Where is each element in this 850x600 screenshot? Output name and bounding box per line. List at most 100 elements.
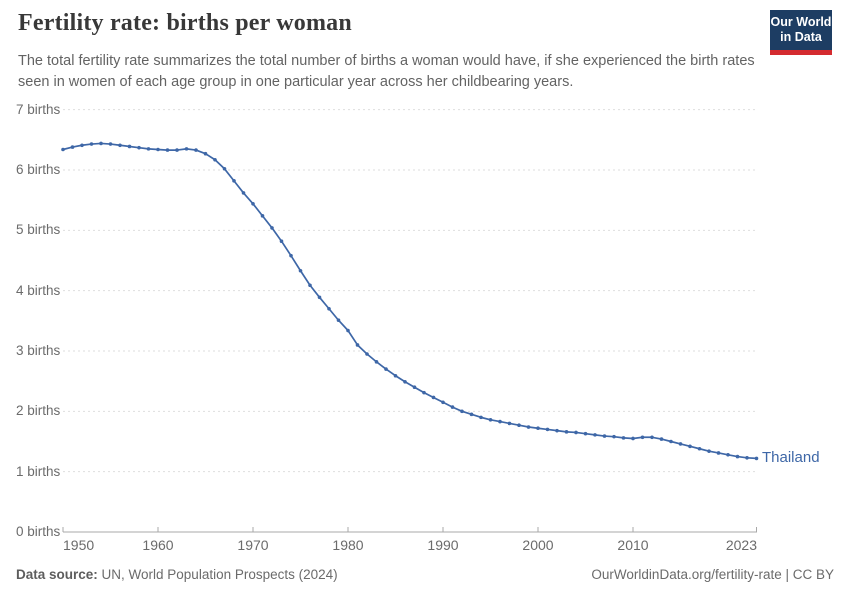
data-point[interactable]	[346, 328, 350, 333]
data-point[interactable]	[697, 446, 702, 451]
data-point[interactable]	[403, 379, 407, 384]
x-axis-label: 1990	[427, 537, 459, 553]
data-point[interactable]	[602, 434, 607, 438]
data-point[interactable]	[156, 147, 160, 152]
data-point[interactable]	[146, 147, 151, 151]
data-point[interactable]	[80, 143, 84, 148]
data-point[interactable]	[593, 433, 597, 437]
x-axis-label: 1970	[237, 537, 269, 553]
x-axis-label: 2023	[725, 537, 757, 553]
y-axis-label: 0 births	[16, 524, 61, 539]
data-point[interactable]	[526, 425, 531, 429]
y-axis-label: 4 births	[16, 282, 61, 298]
data-point[interactable]	[631, 436, 635, 441]
owid-logo-line2: in Data	[780, 30, 822, 44]
data-point[interactable]	[517, 423, 521, 428]
data-point[interactable]	[308, 283, 312, 288]
data-point[interactable]	[260, 214, 265, 218]
data-point[interactable]	[317, 295, 322, 300]
data-point[interactable]	[659, 437, 664, 441]
owid-logo[interactable]: Our World in Data	[770, 10, 832, 55]
data-point[interactable]	[137, 145, 141, 150]
data-point[interactable]	[498, 419, 502, 424]
data-point[interactable]	[507, 421, 512, 426]
data-source-text: UN, World Population Prospects (2024)	[97, 567, 338, 582]
data-point[interactable]	[669, 439, 673, 444]
data-point[interactable]	[431, 395, 436, 400]
data-point[interactable]	[574, 430, 578, 435]
attribution-link[interactable]: OurWorldinData.org/fertility-rate | CC B…	[591, 567, 834, 582]
data-point[interactable]	[726, 452, 730, 457]
data-point[interactable]	[336, 318, 341, 323]
data-point[interactable]	[118, 143, 122, 148]
series-end-label: Thailand	[762, 449, 820, 467]
data-point[interactable]	[735, 454, 740, 459]
chart-subtitle: The total fertility rate summarizes the …	[18, 53, 755, 90]
data-point[interactable]	[564, 430, 569, 434]
data-point[interactable]	[70, 145, 75, 149]
data-point[interactable]	[89, 142, 94, 146]
data-point[interactable]	[688, 444, 692, 449]
data-point[interactable]	[612, 434, 616, 439]
data-point[interactable]	[678, 442, 683, 446]
data-point[interactable]	[127, 144, 132, 149]
data-point[interactable]	[469, 412, 474, 417]
x-axis-label: 2000	[522, 537, 554, 553]
data-source-label: Data source:	[16, 567, 98, 582]
page-title: Fertility rate: births per woman	[18, 10, 352, 36]
data-point[interactable]	[545, 427, 550, 432]
data-point[interactable]	[716, 451, 721, 455]
x-axis-label: 1960	[142, 537, 174, 553]
data-point[interactable]	[621, 436, 626, 440]
data-point[interactable]	[536, 426, 540, 431]
data-source-note: Data source: UN, World Population Prospe…	[16, 567, 338, 582]
data-point[interactable]	[640, 435, 645, 440]
data-point[interactable]	[583, 431, 588, 436]
data-point[interactable]	[279, 239, 284, 243]
data-point[interactable]	[412, 385, 417, 390]
data-point[interactable]	[384, 367, 388, 371]
y-axis-label: 2 births	[16, 403, 61, 419]
data-point[interactable]	[175, 148, 179, 152]
data-point[interactable]	[108, 142, 113, 146]
data-point[interactable]	[165, 148, 170, 152]
data-point[interactable]	[479, 415, 483, 420]
data-point[interactable]	[203, 151, 208, 156]
data-point[interactable]	[555, 428, 559, 433]
data-point[interactable]	[355, 343, 360, 347]
data-point[interactable]	[270, 226, 274, 230]
data-point[interactable]	[251, 201, 255, 206]
data-point[interactable]	[441, 400, 445, 405]
data-point[interactable]	[194, 148, 198, 152]
data-point[interactable]	[650, 435, 654, 440]
data-point[interactable]	[241, 191, 246, 195]
data-point[interactable]	[745, 455, 749, 460]
y-axis-label: 6 births	[16, 162, 61, 177]
data-point[interactable]	[707, 449, 711, 453]
chart-footer: Data source: UN, World Population Prospe…	[16, 567, 834, 582]
data-point[interactable]	[327, 306, 331, 311]
data-point[interactable]	[488, 417, 493, 422]
x-axis-label: 2010	[617, 537, 649, 553]
data-point[interactable]	[289, 253, 293, 258]
y-axis-label: 1 births	[16, 463, 61, 479]
data-point[interactable]	[422, 390, 426, 395]
data-point[interactable]	[232, 179, 236, 183]
x-axis-label: 1950	[63, 537, 95, 553]
data-point[interactable]	[374, 360, 379, 364]
y-axis-label: 3 births	[16, 343, 61, 358]
data-point[interactable]	[222, 166, 227, 171]
data-point[interactable]	[99, 141, 103, 146]
y-axis-label: 5 births	[16, 222, 61, 238]
data-point[interactable]	[184, 147, 189, 151]
data-point[interactable]	[393, 373, 398, 378]
data-point[interactable]	[754, 456, 759, 461]
data-point[interactable]	[365, 352, 369, 356]
data-point[interactable]	[213, 157, 217, 162]
data-point[interactable]	[450, 405, 455, 409]
data-point[interactable]	[61, 147, 65, 152]
data-point[interactable]	[460, 409, 464, 414]
data-point[interactable]	[298, 268, 303, 273]
